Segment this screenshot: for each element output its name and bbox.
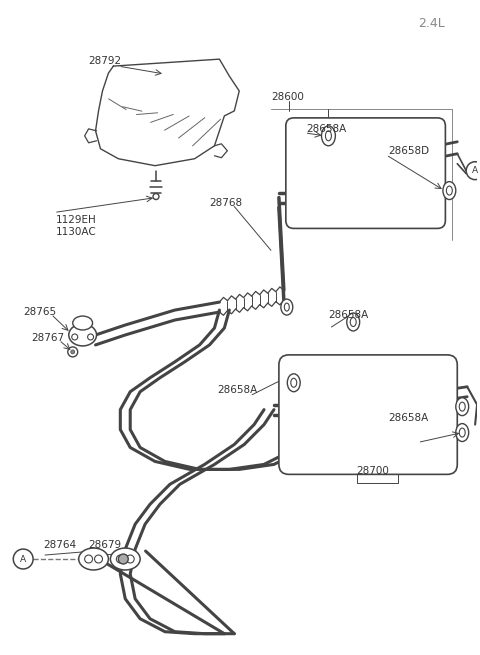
FancyBboxPatch shape [286,118,445,229]
Ellipse shape [288,374,300,392]
Ellipse shape [291,379,297,387]
Ellipse shape [459,402,465,411]
Ellipse shape [325,131,331,141]
Circle shape [153,194,159,200]
Ellipse shape [281,299,293,315]
Circle shape [13,549,33,569]
Circle shape [126,555,134,563]
Ellipse shape [347,313,360,331]
Text: 28700: 28700 [356,466,389,476]
Ellipse shape [79,548,108,570]
Ellipse shape [456,398,468,416]
Circle shape [466,162,480,179]
Text: 28658A: 28658A [328,310,369,320]
Ellipse shape [110,548,140,570]
Text: 28765: 28765 [23,307,56,317]
FancyBboxPatch shape [279,355,457,474]
Circle shape [116,555,124,563]
Text: 2.4L: 2.4L [418,17,444,29]
Ellipse shape [446,186,452,195]
Text: 28767: 28767 [31,333,64,343]
Ellipse shape [459,428,465,437]
Text: 28658D: 28658D [388,146,429,156]
Text: 28764: 28764 [43,540,76,550]
Text: 28658A: 28658A [217,384,258,395]
Text: 28658A: 28658A [307,124,347,134]
Ellipse shape [322,126,336,146]
Text: 28600: 28600 [271,92,304,102]
Circle shape [95,555,102,563]
Circle shape [119,554,128,564]
Text: A: A [472,166,478,175]
Circle shape [88,334,94,340]
Text: 28768: 28768 [209,198,242,208]
Circle shape [71,350,75,354]
Text: 28792: 28792 [89,56,122,66]
Ellipse shape [73,316,93,330]
Ellipse shape [69,324,96,346]
Ellipse shape [443,181,456,200]
Ellipse shape [350,318,356,326]
Ellipse shape [284,303,289,311]
Text: 28658A: 28658A [388,413,428,422]
Text: A: A [20,555,26,563]
Circle shape [72,334,78,340]
Circle shape [68,347,78,357]
Text: 28679: 28679 [89,540,122,550]
Circle shape [84,555,93,563]
Text: 1129EH: 1129EH [56,215,96,225]
Text: 1130AC: 1130AC [56,227,96,237]
Ellipse shape [456,424,468,441]
